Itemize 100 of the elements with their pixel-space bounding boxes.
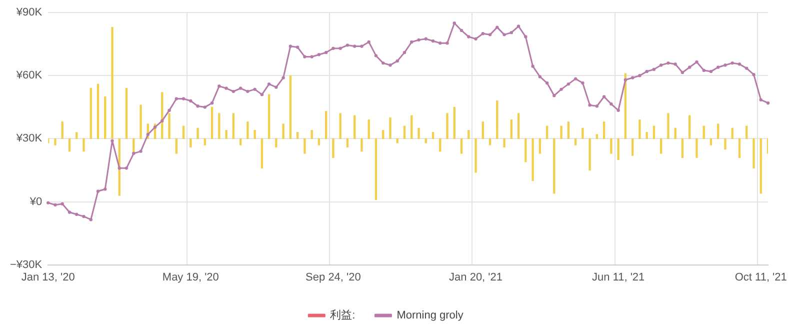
bar (710, 138, 712, 146)
bar (517, 113, 520, 140)
bar (204, 138, 206, 146)
bar (140, 104, 142, 140)
bar (724, 138, 726, 150)
bar (254, 130, 256, 140)
bar (667, 113, 670, 140)
bar (325, 111, 328, 140)
bar (652, 126, 656, 140)
bar (660, 138, 662, 154)
bar (560, 126, 562, 140)
bar (104, 96, 106, 140)
bar (702, 126, 705, 140)
bar (681, 138, 684, 158)
bar (688, 115, 691, 140)
bar (382, 130, 384, 140)
bar (646, 132, 648, 140)
bar (610, 138, 612, 154)
bar (717, 124, 720, 140)
y-tick-label: ¥30K (15, 132, 43, 145)
y-tick-label: ¥90K (15, 6, 43, 19)
bar (439, 138, 442, 152)
bar (746, 126, 748, 140)
x-tick-label: Jun 11, '21 (592, 271, 645, 284)
bar (546, 126, 548, 140)
bar (346, 138, 349, 148)
bar (304, 138, 306, 154)
bar (524, 138, 527, 162)
bar (339, 113, 342, 140)
x-tick-label: May 19, '20 (162, 271, 219, 284)
bar (190, 138, 192, 148)
bar (418, 128, 420, 140)
bar (68, 138, 71, 152)
bar (232, 113, 235, 140)
bar (410, 115, 413, 140)
bar (403, 126, 406, 140)
bar (532, 138, 534, 182)
bar (582, 128, 584, 140)
bar (82, 138, 85, 152)
bar (318, 138, 320, 146)
bar (496, 100, 498, 140)
y-tick-label: ¥60K (15, 70, 43, 82)
bar (674, 128, 676, 140)
bar (474, 138, 477, 173)
bar (96, 84, 100, 140)
bar (631, 138, 634, 156)
bar (503, 138, 506, 148)
bar (389, 117, 392, 140)
bar (268, 94, 270, 140)
bar (760, 138, 762, 194)
bar (374, 138, 378, 200)
bar (310, 130, 313, 140)
bar (54, 138, 56, 146)
bar (588, 138, 591, 171)
bar (218, 113, 220, 140)
bar (354, 115, 356, 140)
bar (125, 88, 128, 140)
bar (432, 132, 434, 140)
bar (488, 138, 492, 146)
bar (296, 132, 299, 140)
x-tick-label: Oct 11, '21 (734, 271, 787, 284)
legend-label: Morning groly (396, 310, 464, 322)
bar (360, 138, 363, 152)
bar (596, 134, 598, 140)
bar (752, 138, 755, 168)
bar (182, 126, 185, 140)
bar (453, 106, 456, 140)
bar (368, 119, 370, 140)
bar (553, 138, 556, 194)
bar (574, 138, 577, 146)
bar (260, 138, 264, 168)
bar (446, 113, 448, 140)
legend-label: 利益: (330, 308, 356, 322)
bar (61, 122, 64, 140)
bar (538, 138, 541, 154)
x-tick-label: Jan 13, '20 (21, 271, 75, 284)
bar (210, 106, 214, 140)
bar (282, 124, 284, 140)
bar (196, 128, 199, 140)
bar (510, 119, 512, 140)
bar (289, 75, 292, 140)
bar (738, 138, 741, 158)
bar (468, 130, 470, 140)
x-tick-label: Sep 24, '20 (306, 271, 361, 284)
bar (246, 122, 249, 140)
bar (460, 138, 463, 154)
bar (617, 138, 620, 160)
bar (696, 138, 698, 158)
y-tick-label: −¥30K (10, 258, 43, 271)
bar (482, 122, 484, 140)
bar (731, 128, 734, 140)
bar (332, 138, 334, 158)
bar (175, 138, 178, 154)
y-tick-label: ¥0 (28, 196, 42, 208)
bar (275, 138, 278, 148)
x-tick-label: Jan 20, '21 (449, 271, 503, 284)
bar (239, 138, 242, 146)
bar (90, 88, 92, 140)
bar (225, 130, 228, 140)
bar (567, 122, 570, 140)
